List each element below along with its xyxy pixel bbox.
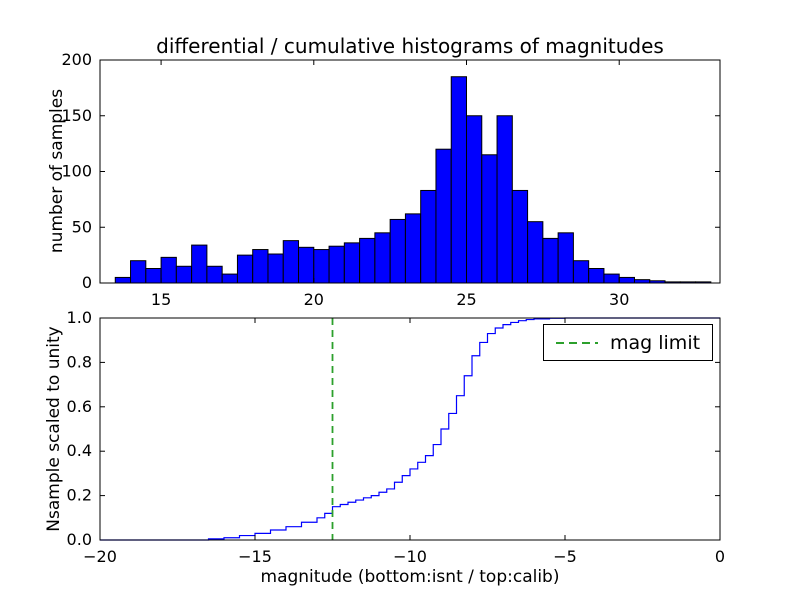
histogram-bar	[221, 273, 238, 284]
x-tick-label: 15	[151, 290, 171, 309]
legend-line-sample	[554, 339, 600, 347]
histogram-bar	[236, 254, 254, 284]
histogram-bar	[313, 249, 330, 284]
x-tick-label: −10	[393, 547, 427, 566]
histogram-bar	[496, 115, 513, 284]
x-tick-label: 20	[304, 290, 324, 309]
axes-border	[99, 317, 721, 541]
histogram-bar	[588, 268, 605, 284]
histogram-bar	[618, 276, 635, 284]
histogram-bar	[511, 189, 529, 284]
histogram-bar	[389, 218, 406, 284]
histogram-bar	[527, 221, 544, 284]
cumulative-step-line	[100, 317, 720, 541]
histogram-bar	[466, 115, 483, 284]
x-tick-label: −5	[553, 547, 577, 566]
histogram-bar	[633, 279, 651, 284]
y-tick-label: 0.6	[67, 397, 92, 416]
x-axis-label: magnitude (bottom:isnt / top:calib)	[260, 567, 560, 587]
histogram-bar	[481, 154, 498, 284]
x-tick-label: 30	[609, 290, 629, 309]
y-tick-label: 200	[61, 50, 92, 69]
histogram-bar	[145, 268, 162, 284]
histogram-bar	[160, 256, 177, 284]
y-tick-label: 1.0	[67, 308, 92, 327]
y-tick-label: 100	[61, 162, 92, 181]
histogram-bar	[191, 244, 208, 284]
legend-box: mag limit	[543, 324, 713, 361]
histogram-bar	[267, 253, 284, 284]
legend-line-canvas	[556, 341, 598, 344]
histogram-bar	[282, 240, 300, 284]
histogram-bar	[175, 265, 193, 284]
y-tick-label: 0.8	[67, 352, 92, 371]
x-tick-label: 25	[456, 290, 476, 309]
y-tick-label: 150	[61, 106, 92, 125]
axes-border	[99, 59, 721, 284]
histogram-bar	[420, 189, 437, 284]
histogram-bar	[572, 260, 590, 284]
histogram-bar	[130, 260, 147, 284]
histogram-bar	[298, 246, 315, 284]
y-tick-label: 0	[82, 273, 92, 292]
y-tick-label: 0.0	[67, 530, 92, 549]
bottom-y-axis-label: Nsample scaled to unity	[44, 326, 64, 532]
histogram-bar	[603, 273, 620, 284]
top-y-axis-label: number of samples	[47, 88, 67, 254]
histogram-bar	[557, 232, 574, 284]
histogram-bar	[206, 265, 223, 284]
histogram-bar	[404, 213, 422, 284]
x-tick-label: 0	[715, 547, 725, 566]
histogram-bar	[374, 232, 391, 284]
y-tick-label: 50	[72, 217, 92, 236]
legend-entry-label: mag limit	[610, 331, 701, 354]
histogram-bar	[114, 276, 132, 284]
histogram-bar	[343, 242, 361, 284]
histogram-bar	[252, 249, 269, 284]
chart-title: differential / cumulative histograms of …	[156, 34, 664, 58]
y-tick-label: 0.4	[67, 441, 92, 460]
x-tick-label: −20	[83, 547, 117, 566]
y-tick-label: 0.2	[67, 486, 92, 505]
histogram-bar	[359, 237, 376, 284]
histogram-bar	[435, 148, 452, 284]
histogram-bar	[328, 245, 345, 284]
histogram-bar	[450, 76, 468, 284]
histogram-bar	[542, 237, 559, 284]
x-tick-label: −15	[238, 547, 272, 566]
